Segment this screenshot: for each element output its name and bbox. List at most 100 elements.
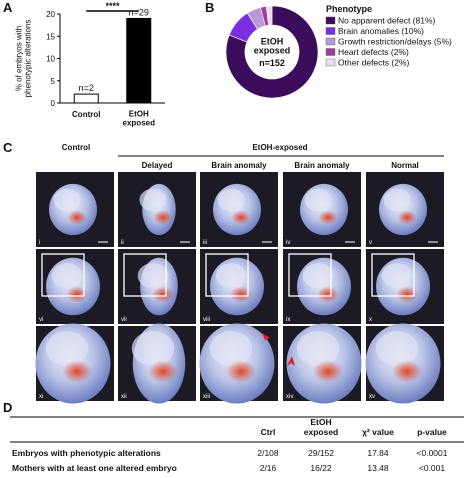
image-label: xiii [203,394,210,400]
embryo-heart [148,360,178,383]
image-label: xi [39,394,43,400]
arrowhead [287,356,295,366]
panel-label: A [3,0,13,15]
embryo-heart [153,210,173,225]
embryo-head [383,188,411,212]
table-row-label: Mothers with at least one altered embryo [12,463,177,473]
table-header: χ² value [362,427,394,437]
image-label: xii [121,394,127,400]
embryo-heart [152,286,174,303]
embryo-image: i [36,172,114,247]
legend-swatch [325,58,336,67]
legend-swatch [325,16,336,25]
embryo-heart [230,286,252,303]
embryo-head [53,188,81,212]
significance: **** [105,1,120,11]
table-cell: <0.0001 [417,448,448,458]
image-label: vii [121,317,127,323]
bar [126,17,152,104]
embryo-heart [397,210,417,225]
zoom-box [371,253,415,297]
x-tick-label: Control [72,110,100,119]
table-cell: 16/22 [310,463,332,473]
table-header: Ctrl [261,427,276,437]
image-label: iv [286,240,290,246]
center-text: EtOH exposed [254,37,291,56]
embryo-heart [392,360,422,383]
embryo-head [137,263,169,289]
table-row-label: Embryos with phenotypic alterations [12,448,161,458]
bar-annotation: n=29 [129,7,149,17]
legend-label: Heart defects (2%) [338,47,409,57]
legend-label: Other defects (2%) [338,58,410,68]
image-label: xv [369,394,375,400]
embryo-image: xiv [283,323,362,404]
embryo-image: vii [118,249,196,324]
image-label: x [369,317,372,323]
group-label: EtOH-exposed [252,143,307,152]
embryo-head [215,263,247,289]
image-label: v [369,240,372,246]
table-header: EtOH exposed [304,417,339,437]
zoom-box [288,253,332,297]
embryo-head [302,263,334,289]
embryo-image: viii [200,249,278,324]
embryo-head [131,331,175,366]
embryo-image: xv [365,323,444,404]
embryo-heart [318,210,338,225]
image-label: vi [39,317,43,323]
table-cell: <0.001 [419,463,446,473]
y-axis-label: % of embryos withphenotypic alterations [15,20,33,98]
bar-annotation: n=2 [79,83,94,93]
column-label: Brain anomaly [294,161,350,170]
embryo-heart [313,360,343,383]
embryo-heart [67,210,87,225]
embryo-head [296,331,340,366]
column-label: Brain anomaly [211,161,267,170]
table-cell: 17.84 [367,448,389,458]
x-tick-label: EtOH exposed [123,110,156,128]
embryo-image: xii [118,323,196,404]
embryo-head [45,331,89,366]
zoom-box [205,253,249,297]
panel-label: B [205,0,214,15]
embryo-image: ii [118,172,196,247]
legend-label: Growth restriction/delays (5%) [338,37,452,47]
embryo-heart [231,210,251,225]
embryo-image: iii [200,172,278,247]
embryo-head [209,331,253,366]
panel-label: C [3,140,13,155]
panel-label: D [3,400,12,415]
embryo-head [304,188,332,212]
embryo-head [139,188,167,212]
y-tick-label: 20 [46,10,55,19]
embryo-head [51,263,83,289]
legend-label: No apparent defect (81%) [338,16,436,26]
image-label: viii [203,317,210,323]
zoom-box [123,253,167,297]
embryo-head [375,331,419,366]
embryo-image: xiii [199,323,278,404]
embryo-image: x [366,249,444,324]
table-cell: 29/152 [308,448,334,458]
embryo-image: iv [283,172,361,247]
embryo-head [217,188,245,212]
embryo-heart [226,360,256,383]
image-label: ii [121,240,124,246]
embryo-heart [66,286,88,303]
zoom-box [41,253,85,297]
embryo-image: xi [35,323,114,404]
embryo-heart [317,286,339,303]
table-header: p-value [417,427,447,437]
bar [73,93,99,104]
image-label: xiv [286,394,293,400]
embryo-image: v [366,172,444,247]
donut-slice [265,5,273,26]
embryo-image: ix [283,249,361,324]
legend-swatch [325,48,336,56]
image-label: i [39,240,40,246]
embryo-head [381,263,413,289]
embryo-heart [62,360,92,383]
table-cell: 2/108 [257,448,279,458]
